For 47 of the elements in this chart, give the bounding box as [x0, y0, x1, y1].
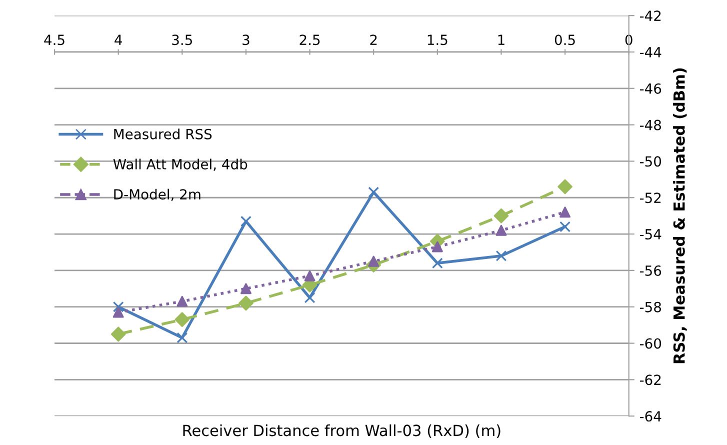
point: [112, 306, 124, 318]
legend-label: D-Model, 2m: [114, 188, 200, 201]
x-tick-label: 3.5: [172, 34, 192, 46]
point: [240, 283, 252, 294]
point: [238, 296, 254, 311]
x-tick-label: 0: [625, 34, 632, 46]
y-tick-label: -44: [640, 47, 662, 58]
x-tick-label: 2: [370, 34, 377, 45]
point: [558, 179, 572, 194]
x-tick-label: 2.5: [300, 34, 320, 46]
point: [432, 241, 443, 252]
point: [110, 326, 126, 342]
point: [368, 186, 380, 198]
point: [176, 296, 188, 307]
point: [304, 292, 316, 304]
y-tick-label: -62: [640, 374, 661, 386]
point: [176, 332, 188, 344]
y-tick-label: -56: [640, 265, 662, 276]
x-tick-label: 4.5: [44, 34, 64, 46]
x-tick-label: 3: [242, 34, 250, 46]
point: [304, 270, 316, 282]
x-tick-label: 4: [114, 34, 122, 45]
point: [496, 224, 507, 236]
point: [432, 258, 443, 269]
x-tick-label: 0.5: [554, 34, 575, 46]
x-tick-label: 1: [498, 34, 504, 45]
point: [174, 312, 190, 328]
y-tick-label: -48: [640, 120, 662, 130]
y-axis-title: RSS, Measured & Estimated (dBm): [673, 68, 687, 364]
y-tick-label: -50: [640, 156, 662, 167]
point: [560, 221, 571, 232]
legend-label: Wall Att Model, 4db: [113, 158, 248, 171]
point: [240, 216, 252, 227]
x-tick-label: 1.5: [428, 34, 448, 46]
point: [494, 208, 509, 224]
y-tick-label: -60: [640, 338, 662, 349]
y-tick-label: -42: [640, 10, 661, 21]
y-tick-label: -52: [640, 192, 661, 204]
point: [496, 250, 507, 262]
point: [112, 301, 124, 312]
legend-label: Measured RSS: [114, 128, 212, 140]
x-axis-title: Receiver Distance from Wall-03 (RxD) (m): [183, 424, 500, 438]
y-tick-label: -46: [640, 83, 662, 94]
point: [560, 206, 571, 218]
y-tick-label: -64: [640, 411, 662, 422]
y-tick-label: -54: [640, 229, 662, 240]
y-tick-label: -58: [640, 302, 662, 312]
